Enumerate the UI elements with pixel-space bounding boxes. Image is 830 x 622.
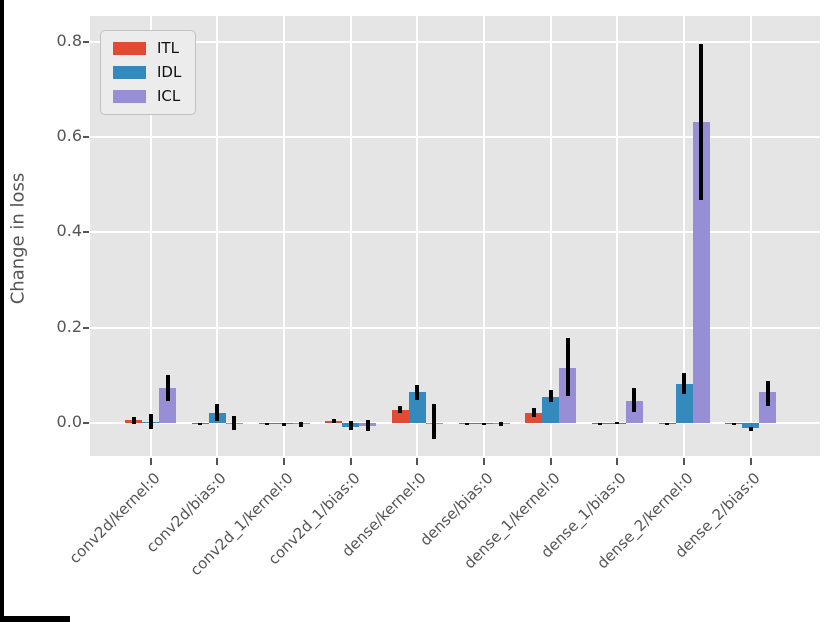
x-gridline [283,16,286,456]
legend-item: ITL [113,41,181,56]
y-tick-label: 0.4 [56,221,82,241]
bar-icl [692,121,710,423]
error-bar-itl [331,419,336,423]
error-bar-itl [131,416,136,425]
x-gridline [349,16,352,456]
error-bar-itl [531,407,536,417]
legend-swatch-icl [113,90,146,103]
x-tick-mark [349,458,352,465]
error-bar-icl [699,44,704,201]
error-bar-icl [165,374,170,401]
error-bar-icl [432,403,437,440]
legend-item: IDL [113,65,181,80]
error-bar-itl [731,423,736,425]
bar-icl [759,392,777,423]
y-tick-mark [83,326,89,329]
error-bar-icl [365,420,370,432]
bar-idl [675,384,693,423]
y-gridline [90,422,820,424]
x-gridline [749,16,752,456]
x-gridline [483,16,486,456]
error-bar-itl [465,422,470,425]
error-bar-icl [499,422,504,427]
x-gridline [216,16,219,456]
legend-swatch-idl [113,66,146,79]
bar-icl [159,387,177,423]
y-tick-label: 0.2 [56,316,82,336]
window-edge-left [0,0,4,622]
legend-swatch-itl [113,42,146,55]
y-tick-mark [83,40,89,43]
x-tick-mark [283,458,286,465]
x-gridline [416,16,419,456]
error-bar-itl [198,422,203,425]
legend-item: ICL [113,89,181,104]
legend-label: ITL [157,39,179,57]
error-bar-idl [282,422,287,426]
y-gridline [90,231,820,234]
error-bar-idl [548,390,553,403]
x-tick-mark [149,458,152,465]
y-gridline [90,135,820,138]
error-bar-idl [215,404,220,422]
x-gridline [683,16,686,456]
error-bar-icl [299,422,304,427]
y-tick-mark [83,422,89,424]
error-bar-idl [148,413,153,430]
error-bar-icl [765,380,770,406]
bar-itl [525,412,543,423]
error-bar-idl [748,426,753,432]
error-bar-idl [615,421,620,425]
x-tick-mark [616,458,619,465]
y-tick-label: 0.0 [56,412,82,431]
x-tick-mark [416,458,419,465]
window-edge-bottom [0,616,70,622]
error-bar-icl [565,338,570,396]
error-bar-idl [482,423,487,426]
error-bar-idl [682,373,687,394]
error-bar-itl [398,405,403,414]
y-tick-label: 0.6 [56,125,82,145]
error-bar-itl [265,422,270,425]
legend-label: ICL [157,87,181,105]
y-gridline [90,326,820,329]
error-bar-icl [632,388,637,413]
bar-idl [408,392,426,423]
x-gridline [616,16,619,456]
plot-area: ITL IDL ICL [90,16,820,456]
error-bar-icl [232,415,237,431]
x-tick-mark [216,458,219,465]
y-tick-mark [83,135,89,138]
error-bar-idl [348,421,353,430]
legend-label: IDL [157,63,182,81]
bar-itl [391,410,409,423]
y-tick-label: 0.8 [56,30,82,50]
x-tick-mark [749,458,752,465]
error-bar-idl [415,384,420,401]
x-tick-mark [483,458,486,465]
x-gridline [549,16,552,456]
x-tick-mark [549,458,552,465]
bar-idl [742,423,760,429]
x-tick-mark [683,458,686,465]
legend: ITL IDL ICL [100,30,197,115]
bar-idl [542,396,560,423]
x-gridline [149,16,152,456]
y-gridline [90,40,820,43]
error-bar-itl [665,423,670,425]
error-bar-itl [598,423,603,425]
y-tick-mark [83,231,89,234]
